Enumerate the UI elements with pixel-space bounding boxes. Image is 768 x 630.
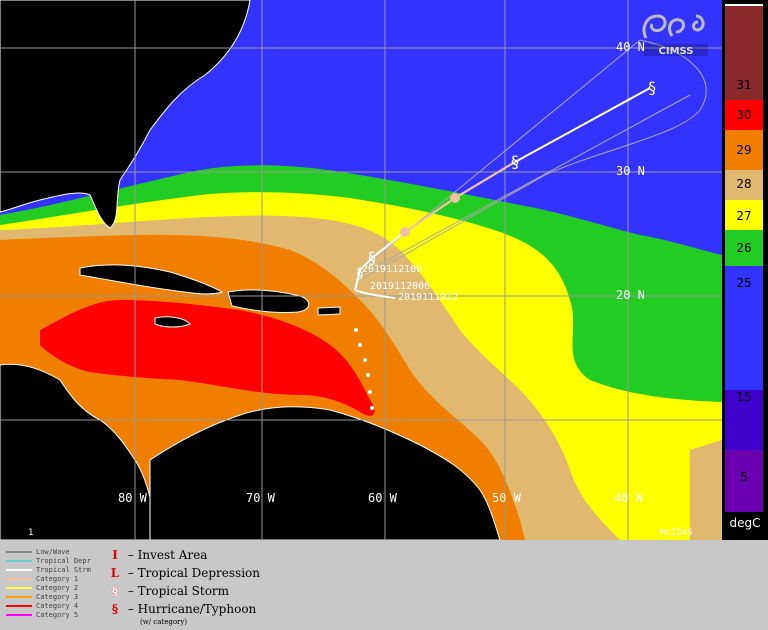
legend-line-label: Category 5: [36, 611, 79, 619]
lon-label-80w: 80 W: [118, 491, 147, 505]
legend-line-label: Low/Wave: [36, 548, 70, 556]
legend-panel: Low/Wave Tropical Depr Tropical Strm Cat…: [0, 540, 768, 630]
colorbar-segment-31: [725, 6, 763, 100]
legend-line-label: Category 3: [36, 593, 79, 601]
tropical-storm-icon: §: [368, 248, 376, 267]
lesser-antilles-islands: [354, 328, 374, 410]
legend-symbol-label: – Tropical Depression: [127, 566, 261, 580]
legend-line-label: Category 2: [36, 584, 79, 592]
legend-swatch: [6, 587, 32, 589]
lat-label-30n: 30 N: [616, 164, 645, 178]
colorbar-segment-15: [725, 390, 763, 450]
jamaica-land: [154, 316, 191, 328]
colorbar-segment-5: [725, 450, 763, 512]
legend-line-item: Category 3: [6, 593, 78, 602]
track-date-label: 2019112100: [362, 264, 423, 275]
legend-line-label: Category 4: [36, 602, 79, 610]
tropical-storm-icon: §: [357, 266, 364, 282]
invest-area-icon: I: [112, 548, 118, 562]
sst-29-30-region: [40, 300, 375, 416]
legend-swatch: [6, 569, 32, 571]
category-1-marker: [400, 227, 410, 237]
tropical-storm-icon: §: [648, 78, 656, 97]
tropical-storm-icon: §: [511, 152, 519, 171]
legend-symbol-item: I – Invest Area: [106, 548, 207, 566]
colorbar-label-26: 26: [736, 241, 752, 255]
tropical-depression-icon: L: [110, 566, 120, 580]
legend-symbol-item: L – Tropical Depression: [106, 566, 260, 584]
colorbar-label-31: 31: [736, 78, 752, 92]
legend-symbol-item: § – Tropical Storm: [106, 584, 229, 602]
lat-lon-grid: [0, 0, 722, 540]
lon-label-50w: 50 W: [492, 491, 521, 505]
legend-line-label: Tropical Depr: [36, 557, 91, 565]
legend-line-item: Category 1: [6, 575, 78, 584]
category-1-marker: [450, 193, 460, 203]
legend-line-label: Tropical Strm: [36, 566, 91, 574]
logo-text: CIMSS: [659, 46, 694, 57]
legend-line-item: Category 2: [6, 584, 78, 593]
lon-label-60w: 60 W: [368, 491, 397, 505]
mcidas-label: McIDAS: [660, 528, 693, 538]
sst-map: § § § § 40 N 30 N 20 N 80 W 70 W 60 W 50…: [0, 0, 722, 540]
legend-symbol-label: – Invest Area: [127, 548, 208, 562]
legend-line-item: Category 5: [6, 611, 78, 620]
colorbar-unit: degC: [729, 516, 761, 530]
legend-line-item: Tropical Strm: [6, 566, 91, 575]
lat-label-20n: 20 N: [616, 288, 645, 302]
legend-swatch: [6, 596, 32, 598]
cuba-land: [79, 264, 224, 295]
colorbar-segment-27: [725, 200, 763, 230]
colorbar-strip: [725, 4, 763, 512]
legend-line-item: Tropical Depr: [6, 557, 91, 566]
legend-swatch: [6, 560, 32, 562]
colorbar-label-29: 29: [736, 143, 752, 157]
colorbar-segment-30: [725, 100, 763, 130]
legend-symbol-label: – Hurricane/Typhoon: [127, 602, 257, 616]
colorbar-segment-25: [725, 266, 763, 390]
lat-label-40n: 40 N: [616, 40, 645, 54]
legend-swatch: [6, 614, 32, 616]
hurricane-icon: §: [111, 602, 119, 616]
legend-symbol-item: § – Hurricane/Typhoon: [106, 602, 256, 620]
colorbar-label-5: 5: [740, 470, 748, 484]
track-date-label: 2019111912: [398, 292, 459, 303]
legend-swatch: [6, 605, 32, 607]
colorbar-segment-26: [725, 230, 763, 266]
legend-line-item: Low/Wave: [6, 548, 70, 557]
south-america-land: [149, 406, 501, 540]
colorbar-segment-28: [725, 170, 763, 200]
lon-label-70w: 70 W: [246, 491, 275, 505]
legend-note: (w/ category): [140, 618, 188, 626]
legend-line-label: Category 1: [36, 575, 79, 583]
legend-line-item: Category 4: [6, 602, 78, 611]
central-america-land: [0, 363, 161, 540]
colorbar-label-25: 25: [736, 276, 752, 290]
cimss-logo: CIMSS: [636, 8, 716, 58]
north-america-land: [0, 0, 251, 229]
sst-colorbar: 31 30 29 28 27 26 25 15 5 degC: [722, 0, 768, 540]
colorbar-label-15: 15: [736, 390, 752, 404]
lon-label-40w: 40 W: [614, 491, 643, 505]
colorbar-label-30: 30: [736, 108, 752, 122]
sst-27-28-region-east: [690, 440, 722, 540]
legend-swatch: [6, 578, 32, 580]
track-date-label: 2019112006: [370, 281, 431, 292]
tropical-storm-icon: §: [111, 584, 119, 598]
colorbar-label-28: 28: [736, 177, 752, 191]
storm-track: § § § §: [354, 78, 656, 299]
sst-map-canvas: § § § §: [0, 0, 722, 540]
colorbar-label-27: 27: [736, 209, 752, 223]
puerto-rico-land: [317, 306, 341, 316]
colorbar-segment-29: [725, 130, 763, 170]
legend-swatch: [6, 551, 32, 553]
frame-number-label: 1: [28, 528, 34, 538]
legend-symbol-label: – Tropical Storm: [127, 584, 230, 598]
